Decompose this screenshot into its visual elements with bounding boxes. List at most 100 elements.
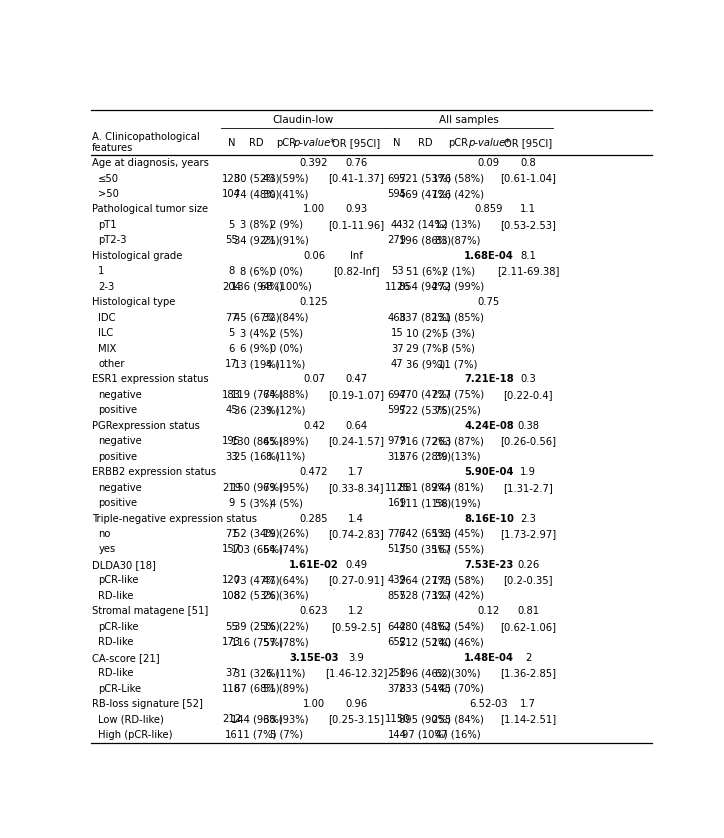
Text: 39 (25%): 39 (25%) <box>234 622 279 632</box>
Text: 169: 169 <box>387 498 407 508</box>
Text: p-value*: p-value* <box>293 137 335 147</box>
Text: 276 (28%): 276 (28%) <box>399 452 451 462</box>
Text: ILC: ILC <box>98 328 114 338</box>
Text: 67 (68%): 67 (68%) <box>234 684 279 694</box>
Text: 0.12: 0.12 <box>478 606 500 616</box>
Text: 30 (41%): 30 (41%) <box>264 189 308 199</box>
Text: 3.9: 3.9 <box>348 653 364 663</box>
Text: 4 (11%): 4 (11%) <box>266 359 306 369</box>
Text: 7.21E-18: 7.21E-18 <box>464 375 514 385</box>
Text: 0.47: 0.47 <box>345 375 367 385</box>
Text: 195: 195 <box>222 437 241 447</box>
Text: 480 (48%): 480 (48%) <box>400 622 451 632</box>
Text: 652: 652 <box>387 637 407 647</box>
Text: 118: 118 <box>222 684 241 694</box>
Text: 17: 17 <box>225 359 238 369</box>
Text: 1.61E-02: 1.61E-02 <box>289 560 339 570</box>
Text: 521 (53%): 521 (53%) <box>399 173 451 184</box>
Text: positive: positive <box>98 498 138 508</box>
Text: [1.46-12.32]: [1.46-12.32] <box>325 668 387 678</box>
Text: 2: 2 <box>525 653 531 663</box>
Text: 1126: 1126 <box>384 282 410 292</box>
Text: 0.472: 0.472 <box>300 467 329 477</box>
Text: 6 (11%): 6 (11%) <box>266 668 306 678</box>
Text: 3 (4%): 3 (4%) <box>240 328 273 338</box>
Text: 728 (73%): 728 (73%) <box>399 591 451 601</box>
Text: 140 (46%): 140 (46%) <box>432 637 484 647</box>
Text: 16 (22%): 16 (22%) <box>263 622 309 632</box>
Text: 204: 204 <box>222 282 241 292</box>
Text: 1.68E-04: 1.68E-04 <box>464 251 514 261</box>
Text: 0.93: 0.93 <box>345 204 367 215</box>
Text: p-value*: p-value* <box>468 137 510 147</box>
Text: 196 (46%): 196 (46%) <box>399 668 451 678</box>
Text: N: N <box>228 137 235 147</box>
Text: 5: 5 <box>229 328 235 338</box>
Text: 176 (58%): 176 (58%) <box>432 173 484 184</box>
Text: 123: 123 <box>222 173 241 184</box>
Text: 1.9: 1.9 <box>520 467 536 477</box>
Text: 55: 55 <box>225 235 238 246</box>
Text: 75 (25%): 75 (25%) <box>435 406 481 416</box>
Text: 16: 16 <box>225 730 238 740</box>
Text: MIX: MIX <box>98 344 117 354</box>
Text: 777: 777 <box>387 529 407 539</box>
Text: 175 (58%): 175 (58%) <box>432 576 484 586</box>
Text: [0.26-0.56]: [0.26-0.56] <box>500 437 556 447</box>
Text: Age at diagnosis, years: Age at diagnosis, years <box>92 158 209 168</box>
Text: 65 (89%): 65 (89%) <box>264 437 309 447</box>
Text: 19 (26%): 19 (26%) <box>263 529 309 539</box>
Text: 47: 47 <box>391 359 403 369</box>
Text: 183: 183 <box>222 390 241 400</box>
Text: 173: 173 <box>222 637 241 647</box>
Text: RD-like: RD-like <box>98 637 134 647</box>
Text: 1: 1 <box>98 266 105 277</box>
Text: 439: 439 <box>388 576 407 586</box>
Text: 1.7: 1.7 <box>520 699 536 709</box>
Text: yes: yes <box>98 545 116 555</box>
Text: OR [95CI]: OR [95CI] <box>504 137 552 147</box>
Text: 57 (78%): 57 (78%) <box>264 637 309 647</box>
Text: 1.00: 1.00 <box>303 204 325 215</box>
Text: Histological type: Histological type <box>92 297 175 308</box>
Text: 0.3: 0.3 <box>521 375 536 385</box>
Text: Low (RD-like): Low (RD-like) <box>98 715 164 724</box>
Text: 135 (45%): 135 (45%) <box>432 529 484 539</box>
Text: ≤50: ≤50 <box>98 173 119 184</box>
Text: 5 (3%): 5 (3%) <box>240 498 273 508</box>
Text: 162 (54%): 162 (54%) <box>432 622 484 632</box>
Text: 45: 45 <box>225 406 238 416</box>
Text: 5 (7%): 5 (7%) <box>269 730 303 740</box>
Text: 43 (59%): 43 (59%) <box>264 173 309 184</box>
Text: 196 (86%): 196 (86%) <box>399 235 451 246</box>
Text: 126 (42%): 126 (42%) <box>432 189 484 199</box>
Text: 45 (67%): 45 (67%) <box>234 313 279 323</box>
Text: 12 (13%): 12 (13%) <box>435 220 481 230</box>
Text: 0.96: 0.96 <box>345 699 367 709</box>
Text: 0.76: 0.76 <box>345 158 367 168</box>
Text: 0.8: 0.8 <box>521 158 536 168</box>
Text: 144: 144 <box>388 730 407 740</box>
Text: 8 (6%): 8 (6%) <box>240 266 273 277</box>
Text: 13 (19%): 13 (19%) <box>234 359 279 369</box>
Text: 979: 979 <box>387 437 407 447</box>
Text: All samples: All samples <box>439 115 499 125</box>
Text: 157: 157 <box>222 545 241 555</box>
Text: ERBB2 expression status: ERBB2 expression status <box>92 467 216 477</box>
Text: 108: 108 <box>222 591 241 601</box>
Text: Pathological tumor size: Pathological tumor size <box>92 204 208 215</box>
Text: 11 (7%): 11 (7%) <box>237 730 277 740</box>
Text: 0.26: 0.26 <box>517 560 539 570</box>
Text: 29 (7%): 29 (7%) <box>405 344 445 354</box>
Text: 8: 8 <box>229 266 235 277</box>
Text: 8.1: 8.1 <box>521 251 536 261</box>
Text: 263 (87%): 263 (87%) <box>432 437 484 447</box>
Text: 0.42: 0.42 <box>303 421 325 431</box>
Text: [0.74-2.83]: [0.74-2.83] <box>328 529 384 539</box>
Text: 219: 219 <box>222 483 241 493</box>
Text: 279: 279 <box>387 235 407 246</box>
Text: 127 (42%): 127 (42%) <box>432 591 484 601</box>
Text: 0.285: 0.285 <box>300 514 329 524</box>
Text: 0.623: 0.623 <box>300 606 329 616</box>
Text: 0.81: 0.81 <box>517 606 539 616</box>
